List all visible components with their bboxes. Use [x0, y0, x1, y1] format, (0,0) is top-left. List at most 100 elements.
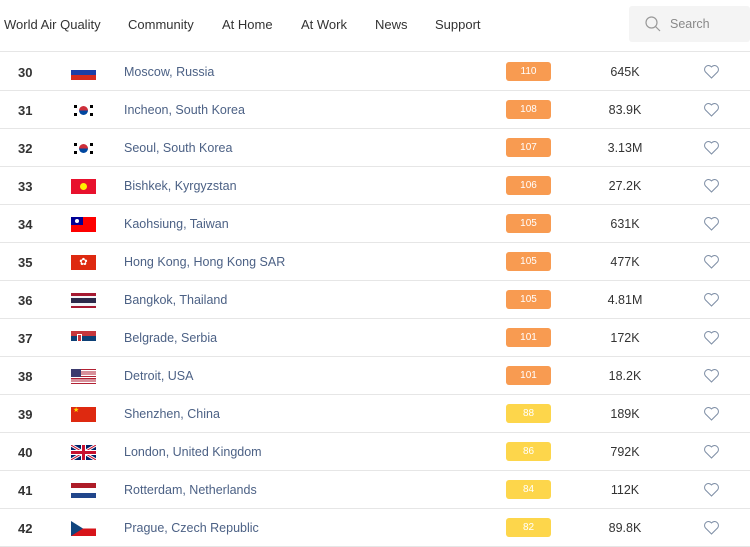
heart-icon[interactable] — [703, 254, 720, 274]
table-row: 37 Belgrade, Serbia 101 172K — [0, 319, 750, 357]
nav-support[interactable]: Support — [435, 17, 481, 32]
table-row: 35 ✿ Hong Kong, Hong Kong SAR 105 477K — [0, 243, 750, 281]
flag-hong-kong-icon: ✿ — [71, 255, 96, 270]
city-link[interactable]: London, United Kingdom — [124, 445, 262, 459]
heart-icon[interactable] — [703, 444, 720, 464]
population: 27.2K — [608, 179, 642, 193]
aqi-badge: 105 — [506, 252, 551, 271]
nav-news[interactable]: News — [375, 17, 408, 32]
table-row: 40 London, United Kingdom 86 792K — [0, 433, 750, 471]
search-icon — [645, 16, 661, 32]
population: 172K — [610, 331, 640, 345]
city-link[interactable]: Bangkok, Thailand — [124, 293, 228, 307]
city-link[interactable]: Hong Kong, Hong Kong SAR — [124, 255, 286, 269]
table-row: 34 Kaohsiung, Taiwan 105 631K — [0, 205, 750, 243]
city-link[interactable]: Moscow, Russia — [124, 65, 215, 79]
aqi-badge: 105 — [506, 290, 551, 309]
city-link[interactable]: Incheon, South Korea — [124, 103, 245, 117]
table-row: 31 Incheon, South Korea 108 83.9K — [0, 91, 750, 129]
city-link[interactable]: Kaohsiung, Taiwan — [124, 217, 229, 231]
city-link[interactable]: Rotterdam, Netherlands — [124, 483, 257, 497]
population: 89.8K — [608, 521, 642, 535]
heart-icon[interactable] — [703, 64, 720, 84]
aqi-badge: 107 — [506, 138, 551, 157]
aqi-badge: 101 — [506, 328, 551, 347]
rank: 32 — [18, 141, 33, 156]
aqi-badge: 108 — [506, 100, 551, 119]
flag-netherlands-icon — [71, 483, 96, 498]
population: 631K — [610, 217, 640, 231]
nav-at-work[interactable]: At Work — [301, 17, 347, 32]
rank: 35 — [18, 255, 33, 270]
aqi-badge: 82 — [506, 518, 551, 537]
rank: 42 — [18, 521, 33, 536]
heart-icon[interactable] — [703, 330, 720, 350]
table-row: 38 Detroit, USA 101 18.2K — [0, 357, 750, 395]
city-link[interactable]: Seoul, South Korea — [124, 141, 233, 155]
flag-taiwan-icon — [71, 217, 96, 232]
aqi-badge: 105 — [506, 214, 551, 233]
flag-serbia-icon — [71, 331, 96, 346]
flag-south-korea-icon — [71, 103, 96, 118]
search-input[interactable]: Search — [629, 6, 750, 42]
population: 3.13M — [607, 141, 643, 155]
city-link[interactable]: Detroit, USA — [124, 369, 194, 383]
rank: 33 — [18, 179, 33, 194]
flag-united-kingdom-icon — [71, 445, 96, 460]
flag-south-korea-icon — [71, 141, 96, 156]
city-link[interactable]: Bishkek, Kyrgyzstan — [124, 179, 237, 193]
rank: 38 — [18, 369, 33, 384]
city-link[interactable]: Shenzhen, China — [124, 407, 220, 421]
nav-community[interactable]: Community — [128, 17, 194, 32]
table-row: 39 ★ Shenzhen, China 88 189K — [0, 395, 750, 433]
aqi-badge: 110 — [506, 62, 551, 81]
rank: 34 — [18, 217, 33, 232]
nav-at-home[interactable]: At Home — [222, 17, 273, 32]
population: 4.81M — [607, 293, 643, 307]
heart-icon[interactable] — [703, 406, 720, 426]
flag-czech-republic-icon — [71, 521, 96, 536]
aqi-badge: 101 — [506, 366, 551, 385]
flag-russia-icon — [71, 65, 96, 80]
heart-icon[interactable] — [703, 216, 720, 236]
table-row: 32 Seoul, South Korea 107 3.13M — [0, 129, 750, 167]
search-placeholder: Search — [670, 17, 710, 31]
aqi-badge: 88 — [506, 404, 551, 423]
rank: 31 — [18, 103, 33, 118]
heart-icon[interactable] — [703, 292, 720, 312]
population: 189K — [610, 407, 640, 421]
nav-world-air-quality[interactable]: World Air Quality — [4, 17, 101, 32]
flag-thailand-icon — [71, 293, 96, 308]
heart-icon[interactable] — [703, 482, 720, 502]
table-row: 33 Bishkek, Kyrgyzstan 106 27.2K — [0, 167, 750, 205]
table-row: 41 Rotterdam, Netherlands 84 112K — [0, 471, 750, 509]
rank: 30 — [18, 65, 33, 80]
heart-icon[interactable] — [703, 102, 720, 122]
table-row: 42 Prague, Czech Republic 82 89.8K — [0, 509, 750, 547]
aqi-badge: 86 — [506, 442, 551, 461]
rank: 40 — [18, 445, 33, 460]
heart-icon[interactable] — [703, 520, 720, 540]
heart-icon[interactable] — [703, 140, 720, 160]
rank: 41 — [18, 483, 33, 498]
population: 18.2K — [608, 369, 642, 383]
city-link[interactable]: Prague, Czech Republic — [124, 521, 259, 535]
flag-kyrgyzstan-icon — [71, 179, 96, 194]
aqi-badge: 106 — [506, 176, 551, 195]
flag-usa-icon — [71, 369, 96, 384]
rank: 37 — [18, 331, 33, 346]
heart-icon[interactable] — [703, 178, 720, 198]
population: 112K — [610, 483, 640, 497]
population: 83.9K — [608, 103, 642, 117]
aqi-badge: 84 — [506, 480, 551, 499]
population: 477K — [610, 255, 640, 269]
heart-icon[interactable] — [703, 368, 720, 388]
table-row: 36 Bangkok, Thailand 105 4.81M — [0, 281, 750, 319]
population: 645K — [610, 65, 640, 79]
rank: 39 — [18, 407, 33, 422]
table-row: 30 Moscow, Russia 110 645K — [0, 53, 750, 91]
population: 792K — [610, 445, 640, 459]
city-link[interactable]: Belgrade, Serbia — [124, 331, 218, 345]
top-nav: World Air Quality Community At Home At W… — [0, 0, 750, 52]
rank: 36 — [18, 293, 33, 308]
